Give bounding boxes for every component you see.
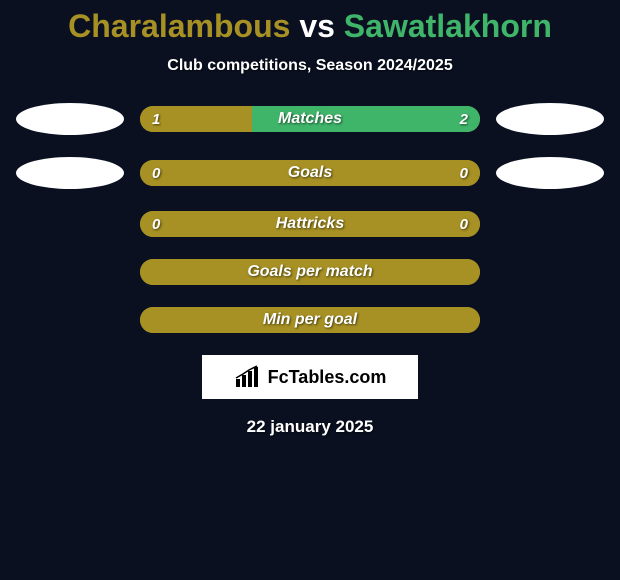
subtitle: Club competitions, Season 2024/2025 bbox=[0, 57, 620, 75]
comparison-panel: Charalambous vs Sawatlakhorn Club compet… bbox=[0, 0, 620, 437]
stat-row: Goals0 0 bbox=[0, 157, 620, 189]
stat-label: Matches bbox=[140, 106, 480, 132]
stat-row: Goals per match bbox=[0, 259, 620, 285]
player2-badge bbox=[496, 157, 604, 189]
stat-label: Goals per match bbox=[140, 259, 480, 285]
stat-value-left: 1 bbox=[152, 106, 160, 132]
stat-bar: Hattricks0 0 bbox=[140, 211, 480, 237]
stat-row: Matches1 2 bbox=[0, 103, 620, 135]
stat-bar: Min per goal bbox=[140, 307, 480, 333]
stats-rows: Matches12Goals00Hattricks00Goals per mat… bbox=[0, 103, 620, 333]
player2-name: Sawatlakhorn bbox=[344, 8, 552, 44]
logo-text: FcTables.com bbox=[268, 367, 387, 388]
stat-bar: Matches1 2 bbox=[140, 106, 480, 132]
stat-value-right: 0 bbox=[460, 211, 468, 237]
stat-row: Min per goal bbox=[0, 307, 620, 333]
player1-badge bbox=[16, 157, 124, 189]
chart-icon bbox=[234, 365, 262, 389]
player1-name: Charalambous bbox=[68, 8, 290, 44]
page-title: Charalambous vs Sawatlakhorn bbox=[0, 8, 620, 45]
vs-text: vs bbox=[290, 8, 343, 44]
stat-label: Goals bbox=[140, 160, 480, 186]
stat-row: Hattricks0 0 bbox=[0, 211, 620, 237]
player1-badge bbox=[16, 103, 124, 135]
stat-label: Hattricks bbox=[140, 211, 480, 237]
stat-value-right: 2 bbox=[460, 106, 468, 132]
stat-bar: Goals0 0 bbox=[140, 160, 480, 186]
player2-badge bbox=[496, 103, 604, 135]
stat-value-left: 0 bbox=[152, 160, 160, 186]
logo-box: FcTables.com bbox=[202, 355, 418, 399]
date-text: 22 january 2025 bbox=[0, 417, 620, 437]
stat-value-right: 0 bbox=[460, 160, 468, 186]
stat-value-left: 0 bbox=[152, 211, 160, 237]
stat-label: Min per goal bbox=[140, 307, 480, 333]
stat-bar: Goals per match bbox=[140, 259, 480, 285]
